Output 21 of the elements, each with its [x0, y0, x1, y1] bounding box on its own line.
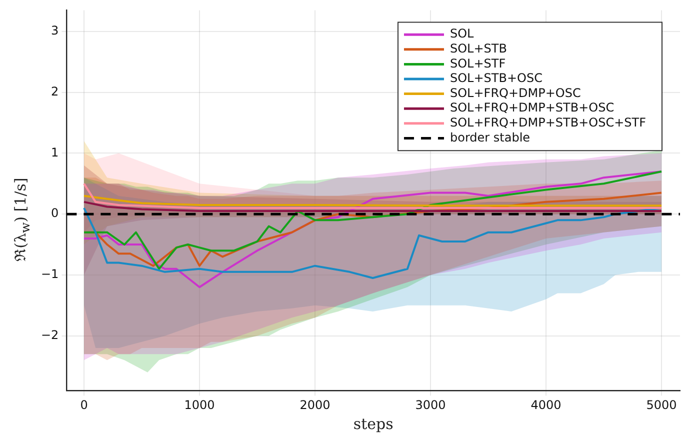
y-tick-label: 2 — [51, 84, 59, 98]
y-tick-label: 0 — [51, 206, 59, 220]
legend-label: border stable — [450, 130, 530, 144]
x-tick-label: 1000 — [184, 398, 215, 412]
y-tick-label: −2 — [40, 328, 59, 342]
legend-label: SOL+FRQ+DMP+STB+OSC — [450, 100, 614, 115]
x-axis-title: steps — [353, 414, 394, 433]
x-tick-label: 0 — [80, 398, 88, 412]
legend-label: SOL+FRQ+DMP+OSC — [450, 86, 581, 100]
legend-label: SOL+STF — [450, 56, 506, 70]
legend-label: SOL+FRQ+DMP+STB+OSC+STF — [450, 116, 646, 130]
y-tick-label: −1 — [40, 267, 59, 282]
x-tick-label: 4000 — [530, 398, 562, 412]
y-tick-label: 3 — [51, 24, 59, 38]
legend-label: SOL — [450, 26, 474, 41]
y-tick-label: 1 — [51, 145, 59, 160]
x-tick-label: 5000 — [646, 398, 677, 412]
x-tick-label: 2000 — [300, 398, 330, 412]
legend-label: SOL+STB — [450, 42, 507, 56]
legend-label: SOL+STB+OSC — [450, 71, 542, 86]
x-tick-label: 3000 — [415, 398, 446, 412]
